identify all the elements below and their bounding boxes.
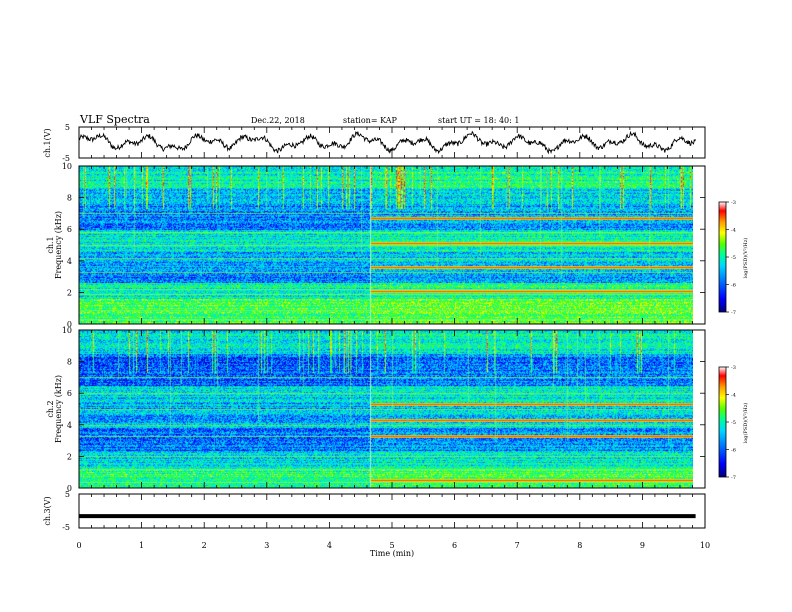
colorbar-tick-label: -4 (731, 228, 736, 234)
freq-tick-label: 4 (67, 257, 72, 266)
ch2-colorbar-label: log(PSD)(V²/Hz) (742, 403, 749, 444)
ch2-colorbar: -3 -4 -5 -6 -7 log(PSD)(V²/Hz) (718, 365, 749, 481)
ch1-spectrogram-ticks (78, 166, 706, 324)
ch1-waveform-ticks (78, 127, 706, 158)
figure-title: VLF Spectra (79, 113, 150, 126)
freq-tick-label: 8 (67, 358, 72, 367)
time-tick-label: 4 (327, 541, 332, 550)
ch2-spectrogram-panel: 0 2 4 6 8 10 ch.2 Frequency (kHz) (46, 326, 706, 493)
colorbar-tick-label: -5 (731, 420, 736, 426)
ch2-spectrogram-yticklabels: 0 2 4 6 8 10 (62, 326, 705, 493)
ch1-spectrogram-yticklabels: 0 2 4 6 8 10 (62, 162, 705, 329)
freq-tick-label: 2 (67, 452, 72, 461)
time-tick-label: 2 (202, 541, 207, 550)
freq-tick-label: 4 (67, 421, 72, 430)
colorbar-tick-label: -5 (731, 255, 736, 261)
ch2-spectrogram-image (79, 330, 693, 488)
ch2-spectrogram-image-wrap (79, 330, 693, 488)
colorbar-tick-label: -6 (731, 448, 736, 454)
colorbar-tick-label: -7 (731, 475, 736, 481)
ch1-colorbar-label: log(PSD)(V²/Hz) (742, 238, 749, 279)
ch1-spectrogram-panel: 0 2 4 6 8 10 ch.1 Frequency (kHz) (46, 162, 706, 329)
ch2-spectrogram-channel: ch.2 (46, 400, 55, 417)
time-tick-label: 10 (700, 541, 710, 550)
ch1-spectrogram-image (79, 166, 693, 324)
start-time-label: start UT = 18: 40: 1 (438, 116, 519, 125)
freq-tick-label: 2 (67, 288, 72, 297)
time-axis-label: Time (min) (370, 549, 414, 558)
ch1-waveform-trace (78, 130, 697, 155)
ch2-colorbar-ticks: -3 -4 -5 -6 -7 (726, 365, 736, 481)
time-tick-label: 3 (264, 541, 269, 550)
time-tick-label: 0 (76, 541, 81, 550)
freq-tick-label: 8 (67, 194, 72, 203)
ch2-spectrogram-ylabel: Frequency (kHz) (54, 375, 63, 443)
ch1-waveform-panel: 5 -5 ch.1(V) (43, 123, 706, 163)
ch1-ylabel: ch.1(V) (43, 128, 52, 157)
time-axis-ticklabels: 0 1 2 3 4 5 6 7 8 9 10 (76, 541, 710, 550)
ch1-colorbar-gradient (718, 201, 727, 313)
ch1-ytick-bottom: -5 (62, 154, 70, 163)
time-tick-label: 5 (389, 541, 394, 550)
time-tick-label: 6 (452, 541, 457, 550)
freq-tick-label: 0 (67, 320, 72, 329)
ch3-waveform-ticks (78, 494, 706, 528)
ch3-ytick-bottom: -5 (62, 523, 70, 532)
colorbar-tick-label: -6 (731, 283, 736, 289)
ch1-spectrogram-image-wrap (79, 166, 693, 324)
freq-tick-label: 6 (67, 389, 72, 398)
time-tick-label: 1 (139, 541, 144, 550)
ch2-colorbar-gradient (718, 366, 727, 478)
date-label: Dec.22, 2018 (251, 116, 305, 125)
ch1-ytick-top: 5 (65, 123, 70, 132)
freq-tick-label: 6 (67, 225, 72, 234)
freq-tick-label: 10 (62, 162, 72, 171)
colorbar-tick-label: -3 (731, 200, 736, 206)
ch3-ylabel: ch.3(V) (43, 496, 52, 525)
colorbar-tick-label: -7 (731, 310, 736, 316)
ch1-colorbar-ticks: -3 -4 -5 -6 -7 (726, 200, 736, 316)
ch3-ytick-top: 5 (65, 490, 70, 499)
ch1-spectrogram-channel: ch.1 (46, 236, 55, 253)
colorbar-tick-label: -4 (731, 393, 736, 399)
freq-tick-label: 10 (62, 326, 72, 335)
ch1-colorbar: -3 -4 -5 -6 -7 log(PSD)(V²/Hz) (718, 200, 749, 316)
time-tick-label: 8 (577, 541, 582, 550)
ch2-spectrogram-ticks (78, 330, 706, 488)
time-tick-label: 7 (515, 541, 520, 550)
station-label: station= KAP (343, 116, 398, 125)
ch3-waveform-panel: 5 -5 ch.3(V) (43, 490, 706, 532)
ch1-spectrogram-ylabel: Frequency (kHz) (54, 211, 63, 279)
freq-tick-label: 0 (67, 484, 72, 493)
time-tick-label: 9 (640, 541, 645, 550)
colorbar-tick-label: -3 (731, 365, 736, 371)
